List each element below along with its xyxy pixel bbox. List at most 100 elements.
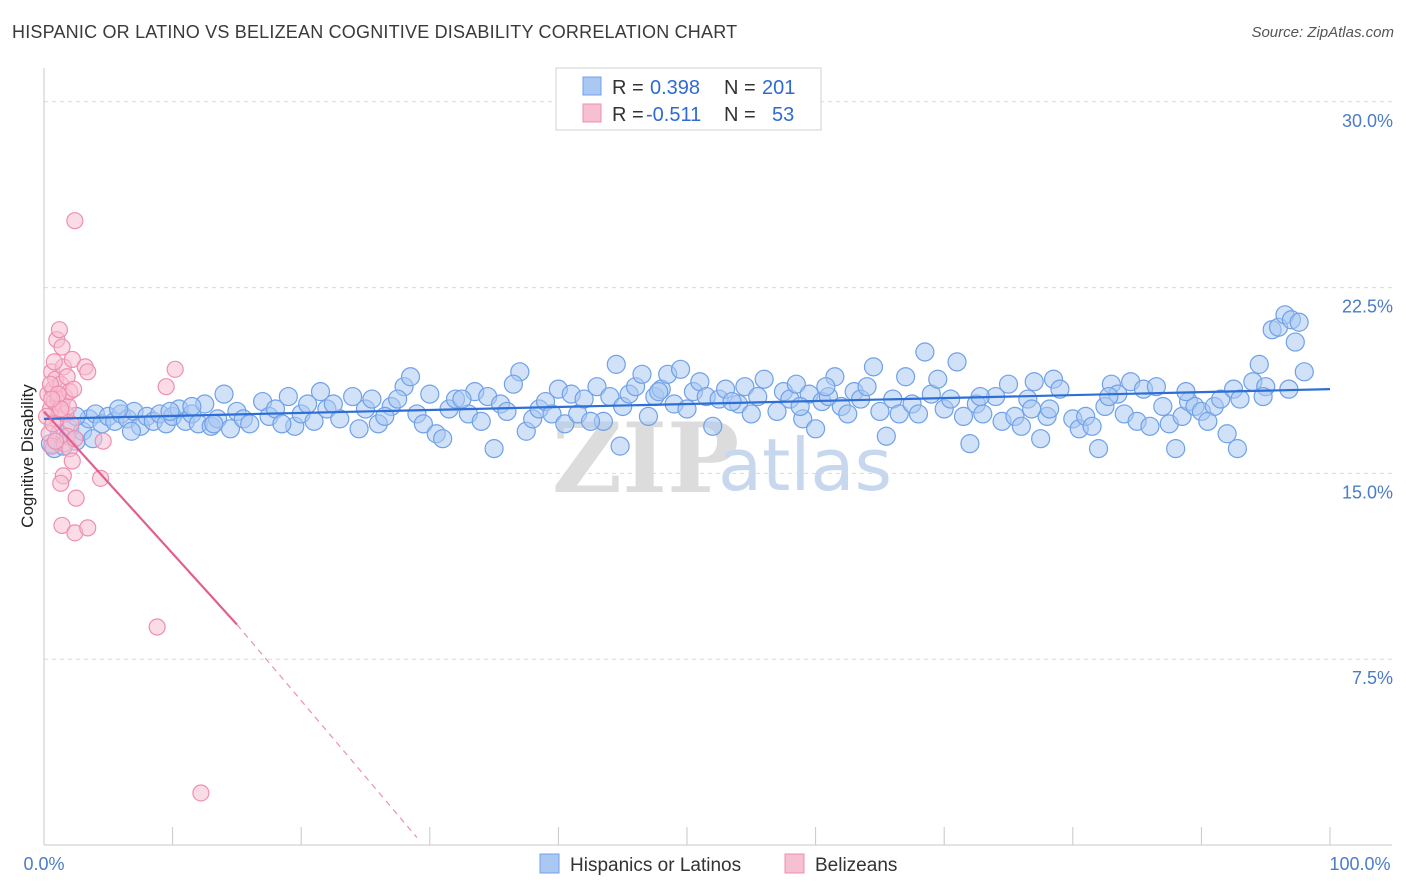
point-hispanic — [953, 406, 974, 427]
bottom-legend-swatch-hispanic — [539, 853, 560, 874]
point-hispanic — [1289, 312, 1309, 332]
grid-layer — [44, 101, 1392, 660]
point-hispanic — [1088, 439, 1109, 459]
legend-r-value-belizean: -0.511 — [646, 104, 701, 126]
point-hispanic — [670, 359, 691, 379]
point-belizean — [79, 363, 97, 381]
y-tick-label: 7.5% — [1352, 668, 1393, 688]
point-hispanic — [400, 367, 421, 387]
point-hispanic — [632, 364, 652, 384]
trendline-belizean-extension — [236, 624, 418, 838]
point-hispanic — [786, 374, 806, 394]
legend-swatch-hispanic — [582, 76, 602, 96]
point-belizean — [91, 469, 110, 487]
point-belizean — [46, 432, 65, 450]
point-belizean — [53, 338, 71, 356]
point-hispanic — [587, 377, 607, 397]
point-hispanic — [1211, 389, 1231, 409]
trendline-belizean — [43, 410, 238, 626]
legend-swatch-belizean — [582, 103, 602, 123]
y-tick-labels: 7.5% 15.0% 22.5% 30.0% — [1342, 111, 1393, 688]
point-hispanic — [928, 369, 948, 389]
legend-n-value-hispanic: 201 — [762, 77, 795, 99]
point-hispanic — [1040, 399, 1060, 419]
point-belizean — [67, 489, 85, 507]
x-tick-marks — [43, 827, 1331, 845]
point-hispanic — [204, 414, 224, 434]
point-belizean — [50, 321, 69, 339]
point-belizean — [64, 380, 83, 398]
legend-r-value-hispanic: 0.398 — [650, 77, 700, 99]
point-hispanic — [182, 396, 202, 417]
point-hispanic — [1230, 389, 1250, 409]
point-hispanic — [1198, 411, 1218, 431]
trendline-hispanic — [43, 388, 1331, 420]
point-hispanic — [973, 404, 993, 424]
point-hispanic — [1253, 386, 1273, 407]
chart-source: Source: ZipAtlas.com — [1251, 24, 1394, 41]
point-belizean — [45, 353, 63, 371]
point-hispanic — [1294, 362, 1314, 382]
point-belizean — [43, 390, 61, 408]
stats-legend: R = 0.398 N = 201 R = -0.511 N = 53 — [555, 67, 822, 131]
point-hispanic — [452, 389, 472, 409]
point-hispanic — [108, 399, 129, 419]
point-hispanic — [310, 382, 331, 402]
point-hispanic — [278, 386, 298, 407]
point-hispanic — [160, 401, 180, 422]
watermark-atlas: atlas — [718, 423, 892, 507]
point-hispanic — [960, 434, 980, 454]
point-hispanic — [748, 386, 768, 407]
legend-n-label-hispanic: N = — [724, 77, 756, 99]
point-hispanic — [857, 377, 877, 397]
point-hispanic — [503, 374, 523, 394]
y-tick-label: 22.5% — [1342, 297, 1393, 317]
y-tick-label: 15.0% — [1342, 482, 1393, 502]
point-hispanic — [1050, 379, 1070, 399]
point-hispanic — [863, 357, 884, 377]
point-belizean — [66, 212, 84, 230]
point-hispanic — [580, 411, 601, 431]
x-tick-label-max: 100.0% — [1329, 854, 1390, 874]
point-hispanic — [870, 401, 890, 422]
point-hispanic — [915, 342, 935, 362]
chart-title: HISPANIC OR LATINO VS BELIZEAN COGNITIVE… — [12, 22, 738, 42]
point-hispanic — [1022, 399, 1042, 419]
point-hispanic — [1146, 377, 1166, 397]
point-belizean — [63, 350, 81, 369]
point-hispanic — [484, 439, 504, 459]
point-hispanic — [610, 436, 630, 456]
point-hispanic — [735, 377, 755, 397]
point-hispanic — [574, 389, 594, 409]
point-hispanic — [677, 399, 697, 419]
point-hispanic — [998, 374, 1019, 394]
point-hispanic — [1166, 439, 1186, 459]
series-layer — [37, 212, 1331, 838]
point-hispanic — [838, 404, 858, 424]
point-belizean — [63, 452, 81, 470]
point-hispanic — [1140, 416, 1160, 436]
point-hispanic — [896, 367, 916, 387]
point-hispanic — [638, 406, 659, 427]
bottom-legend-swatch-belizean — [784, 853, 805, 874]
point-hispanic — [388, 389, 408, 409]
bottom-legend-label-belizean: Belizeans — [815, 855, 897, 876]
legend-r-label-belizean: R = — [612, 104, 644, 126]
point-hispanic — [497, 401, 517, 422]
point-hispanic — [214, 384, 234, 404]
point-belizean — [94, 432, 112, 450]
point-hispanic — [1249, 354, 1269, 374]
point-belizean — [52, 474, 70, 492]
point-hispanic — [555, 414, 575, 434]
point-hispanic — [1153, 396, 1173, 417]
point-hispanic — [1011, 416, 1031, 436]
y-tick-label: 30.0% — [1342, 111, 1393, 131]
point-hispanic — [542, 404, 562, 424]
point-hispanic — [722, 391, 742, 412]
point-hispanic — [413, 414, 433, 434]
point-hispanic — [471, 411, 491, 431]
point-hispanic — [741, 404, 761, 424]
point-hispanic — [240, 414, 260, 434]
x-tick-label-min: 0.0% — [23, 854, 64, 874]
point-hispanic — [1217, 424, 1237, 444]
